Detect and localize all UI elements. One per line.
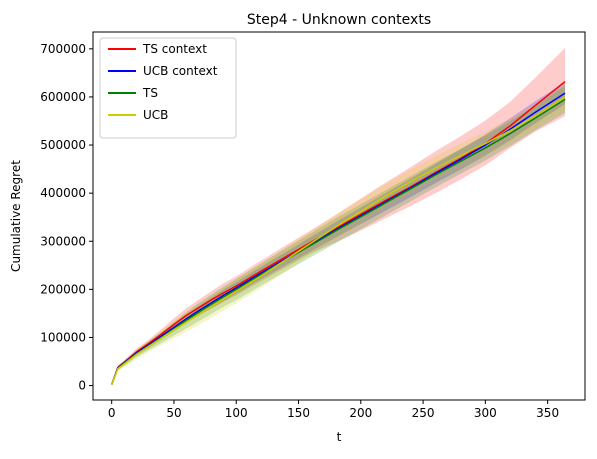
legend-label-3: UCB — [143, 108, 168, 122]
chart-title: Step4 - Unknown contexts — [247, 12, 431, 28]
series-lines — [110, 80, 566, 385]
x-tick-label-2: 100 — [225, 406, 248, 420]
band-1 — [111, 82, 566, 386]
y-axis-ticks: 0 100000 200000 300000 400000 500000 600000 700… — [40, 42, 93, 393]
y-tick-label-0: 0 — [78, 379, 86, 393]
plot-frame — [92, 31, 586, 401]
legend-label-1: UCB context — [143, 64, 218, 78]
x-axis-ticks: 0 50 100 150 200 250 300 350 — [108, 400, 559, 420]
x-tick-label-5: 250 — [412, 406, 435, 420]
x-tick-label-7: 350 — [536, 406, 559, 420]
y-tick-label-6: 600000 — [40, 90, 86, 104]
y-tick-label-7: 700000 — [40, 42, 86, 56]
x-tick-label-4: 200 — [349, 406, 372, 420]
series-line-1 — [110, 92, 566, 385]
y-tick-label-3: 300000 — [40, 234, 86, 248]
band-0 — [111, 47, 566, 386]
x-tick-label-1: 50 — [166, 406, 181, 420]
legend-label-0: TS context — [142, 42, 207, 56]
y-tick-label-2: 200000 — [40, 282, 86, 296]
series-line-3 — [110, 96, 566, 385]
y-tick-label-4: 400000 — [40, 186, 86, 200]
legend-box — [99, 37, 237, 139]
series-line-0 — [110, 80, 566, 385]
y-tick-label-5: 500000 — [40, 138, 86, 152]
y-axis-label: Cumulative Regret — [9, 160, 23, 272]
x-axis-label: t — [337, 430, 342, 444]
legend: TS context UCB context TS UCB — [99, 37, 237, 139]
legend-label-2: TS — [142, 86, 158, 100]
x-tick-label-6: 300 — [474, 406, 497, 420]
x-tick-label-0: 0 — [108, 406, 116, 420]
y-tick-label-1: 100000 — [40, 330, 86, 344]
x-tick-label-3: 150 — [287, 406, 310, 420]
